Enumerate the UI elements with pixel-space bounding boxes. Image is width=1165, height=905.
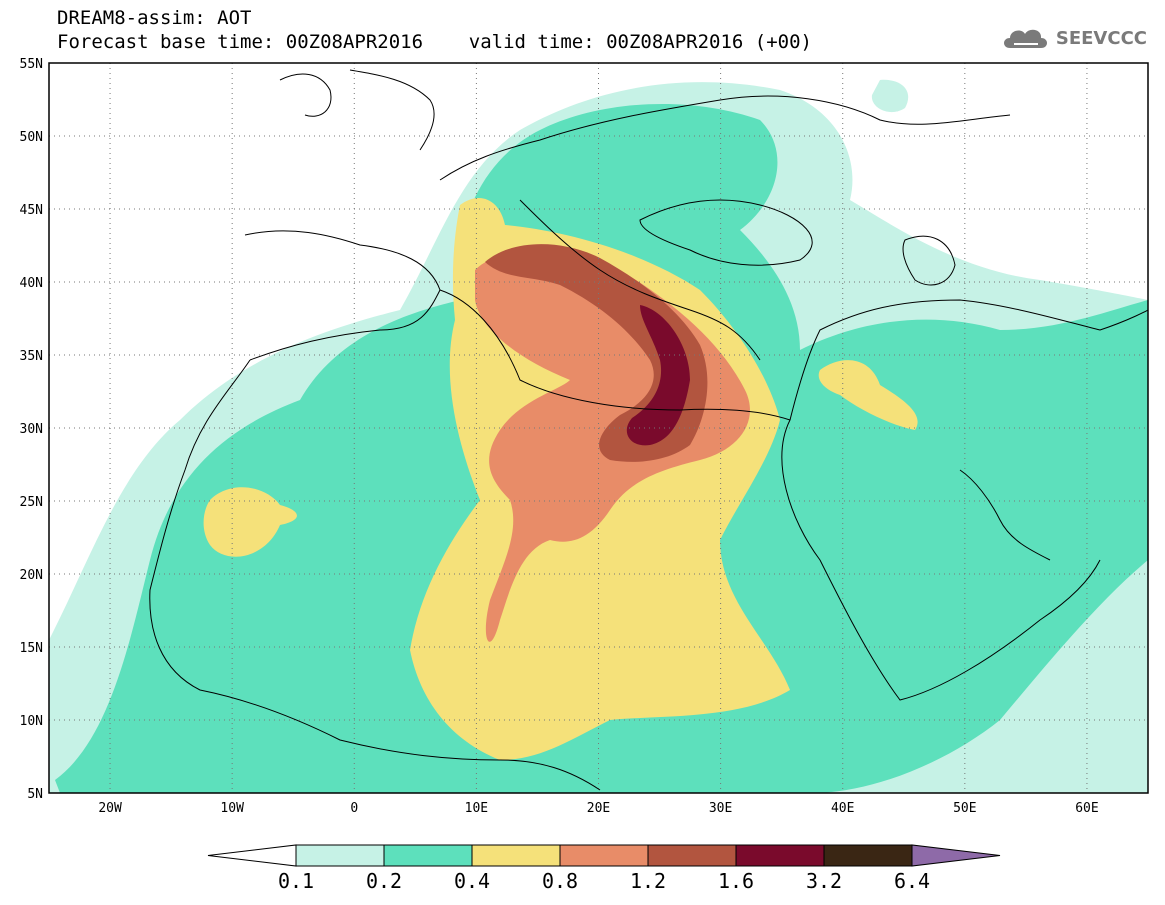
colorbar-label: 0.4 [454, 869, 490, 893]
latitude-label: 10N [20, 714, 43, 729]
colorbar-box [735, 844, 825, 867]
colorbar-label: 0.8 [542, 869, 578, 893]
longitude-labels: 20W 10W 0 10E 20E 30E 40E 50E 60E [98, 801, 1098, 816]
colorbar-under-triangle [207, 844, 297, 867]
map-title: DREAM8-assim: AOT [57, 7, 252, 29]
aot-band-01-nb [871, 79, 909, 113]
latitude-label: 55N [20, 57, 43, 72]
latitude-label: 5N [27, 787, 43, 802]
colorbar-over-triangle [911, 844, 1001, 867]
latitude-labels: 55N 50N 45N 40N 35N 30N 25N 20N 15N 10N 5N [20, 57, 43, 802]
latitude-label: 40N [20, 276, 43, 291]
longitude-label: 20W [98, 801, 122, 816]
logo-text: SEEVCCC [1055, 27, 1147, 49]
latitude-label: 15N [20, 641, 43, 656]
colorbar: 0.1 0.2 0.4 0.8 1.2 1.6 3.2 6.4 [207, 844, 1001, 893]
forecast-time-line: Forecast base time: 00Z08APR2016 valid t… [57, 31, 812, 53]
longitude-label: 10W [220, 801, 244, 816]
aot-band-04-arabia [818, 360, 918, 430]
colorbar-box [295, 844, 385, 867]
latitude-label: 50N [20, 130, 43, 145]
latitude-label: 45N [20, 203, 43, 218]
longitude-label: 10E [465, 801, 488, 816]
aot-field [49, 79, 1148, 793]
colorbar-box [559, 844, 649, 867]
latitude-label: 20N [20, 568, 43, 583]
colorbar-label: 0.1 [278, 869, 314, 893]
coastlines [149, 69, 1148, 791]
longitude-label: 20E [587, 801, 610, 816]
colorbar-box [471, 844, 561, 867]
longitude-label: 30E [709, 801, 732, 816]
colorbar-label: 3.2 [806, 869, 842, 893]
longitude-label: 50E [953, 801, 976, 816]
longitude-label: 40E [831, 801, 854, 816]
graticule [49, 63, 1148, 793]
seevccc-logo: SEEVCCC [1000, 24, 1147, 52]
aot-band-04-west [203, 487, 297, 557]
latitude-label: 25N [20, 495, 43, 510]
map-frame [48, 62, 1149, 794]
latitude-label: 30N [20, 422, 43, 437]
colorbar-box [647, 844, 737, 867]
colorbar-label: 0.2 [366, 869, 402, 893]
cloud-icon [1003, 29, 1047, 48]
colorbar-label: 1.2 [630, 869, 666, 893]
colorbar-box [383, 844, 473, 867]
colorbar-label: 6.4 [894, 869, 930, 893]
latitude-label: 35N [20, 349, 43, 364]
colorbar-box [823, 844, 913, 867]
longitude-label: 0 [350, 801, 358, 816]
colorbar-label: 1.6 [718, 869, 754, 893]
longitude-label: 60E [1075, 801, 1098, 816]
